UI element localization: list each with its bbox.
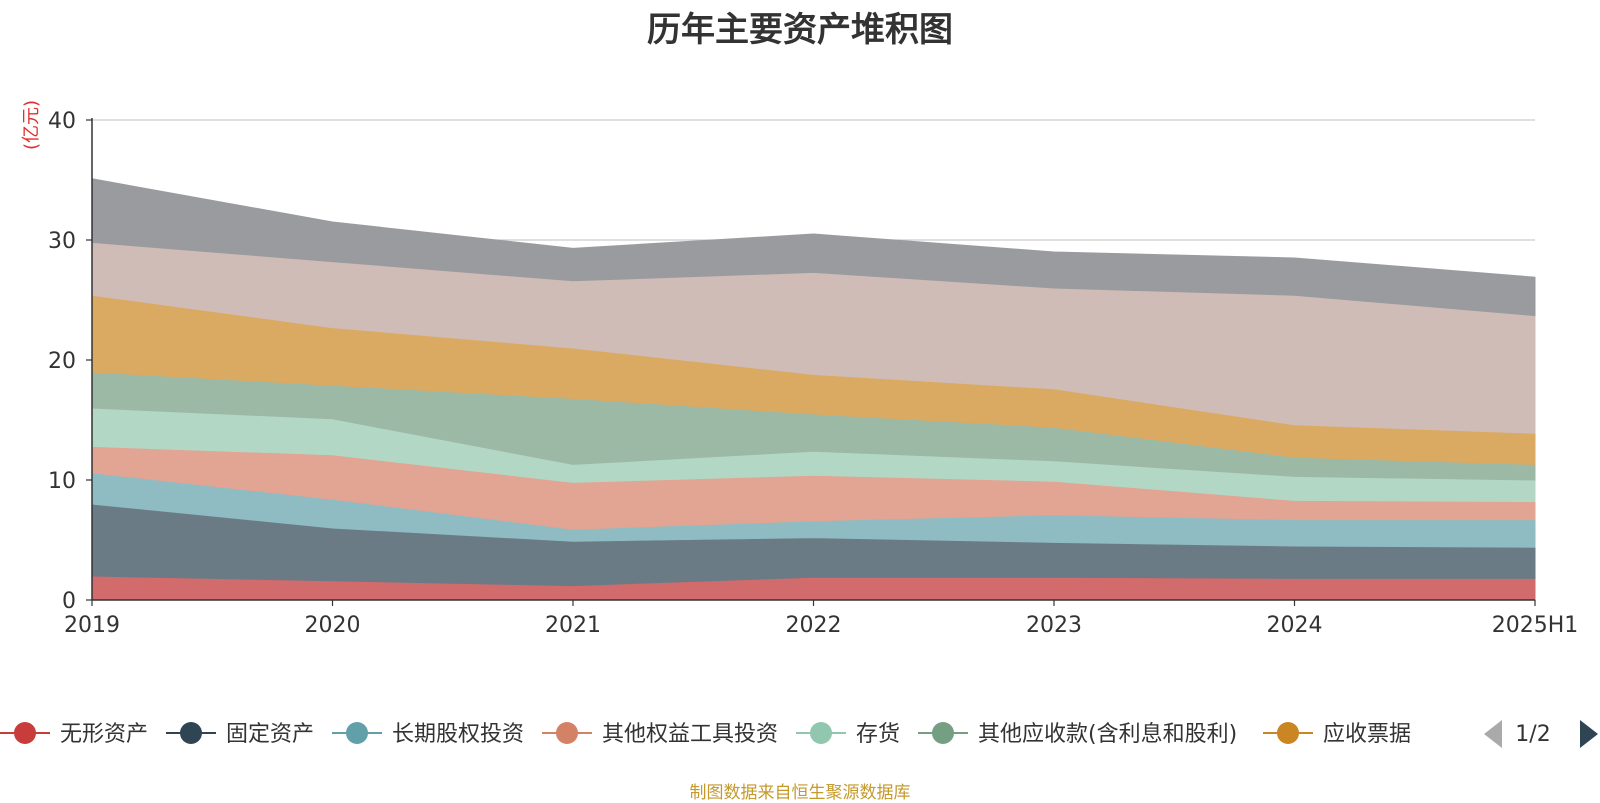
legend-marker-icon xyxy=(14,722,36,744)
y-tick-label: 0 xyxy=(62,589,76,614)
y-tick-label: 20 xyxy=(48,349,76,374)
area-series xyxy=(91,178,1536,601)
chart-title: 历年主要资产堆积图 xyxy=(647,10,953,50)
legend-marker-icon xyxy=(810,722,832,744)
ticks: 0 10 20 30 40 2019 2020 2021 2022 2023 2024 2025H1 xyxy=(48,109,1578,638)
legend-label: 其他权益工具投资 xyxy=(602,722,778,747)
legend-label: 其他应收款(含利息和股利) xyxy=(978,722,1237,747)
legend-marker-icon xyxy=(180,722,202,744)
legend-item[interactable]: 存货 xyxy=(796,722,900,747)
x-tick-label: 2020 xyxy=(305,613,361,638)
legend-marker-icon xyxy=(1277,722,1299,744)
legend-label: 无形资产 xyxy=(60,722,148,747)
legend-item[interactable]: 其他应收款(含利息和股利) xyxy=(918,722,1237,747)
source-note: 制图数据来自恒生聚源数据库 xyxy=(689,783,911,803)
legend-marker-icon xyxy=(346,722,368,744)
legend-label: 存货 xyxy=(856,722,900,747)
legend-item[interactable]: 其他权益工具投资 xyxy=(542,722,778,747)
legend-items: 无形资产 固定资产 长期股权投资 其他权益工具投资 存货 其他应收款(含利息和股利) 应收票… xyxy=(0,722,1411,747)
x-tick-label: 2024 xyxy=(1267,613,1323,638)
legend-prev-page-icon[interactable] xyxy=(1484,720,1502,748)
x-tick-label: 2021 xyxy=(545,613,601,638)
legend-item[interactable]: 无形资产 xyxy=(0,722,148,747)
legend[interactable]: 无形资产 固定资产 长期股权投资 其他权益工具投资 存货 其他应收款(含利息和股利) 应收票… xyxy=(0,720,1598,748)
legend-label: 固定资产 xyxy=(226,722,314,747)
legend-item[interactable]: 长期股权投资 xyxy=(332,722,524,747)
x-tick-label: 2022 xyxy=(786,613,842,638)
legend-page-indicator: 1/2 xyxy=(1515,722,1550,747)
y-tick-label: 10 xyxy=(48,469,76,494)
legend-marker-icon xyxy=(556,722,578,744)
y-tick-label: 40 xyxy=(48,109,76,134)
legend-item[interactable]: 应收票据 xyxy=(1263,722,1411,747)
legend-marker-icon xyxy=(932,722,954,744)
legend-label: 长期股权投资 xyxy=(392,722,524,747)
legend-label: 应收票据 xyxy=(1323,722,1411,747)
y-tick-label: 30 xyxy=(48,229,76,254)
x-tick-label: 2025H1 xyxy=(1492,613,1579,638)
area-series-8 xyxy=(91,178,1536,317)
x-tick-label: 2019 xyxy=(64,613,120,638)
legend-next-page-icon[interactable] xyxy=(1580,720,1598,748)
x-tick-label: 2023 xyxy=(1026,613,1082,638)
legend-item[interactable]: 固定资产 xyxy=(166,722,314,747)
